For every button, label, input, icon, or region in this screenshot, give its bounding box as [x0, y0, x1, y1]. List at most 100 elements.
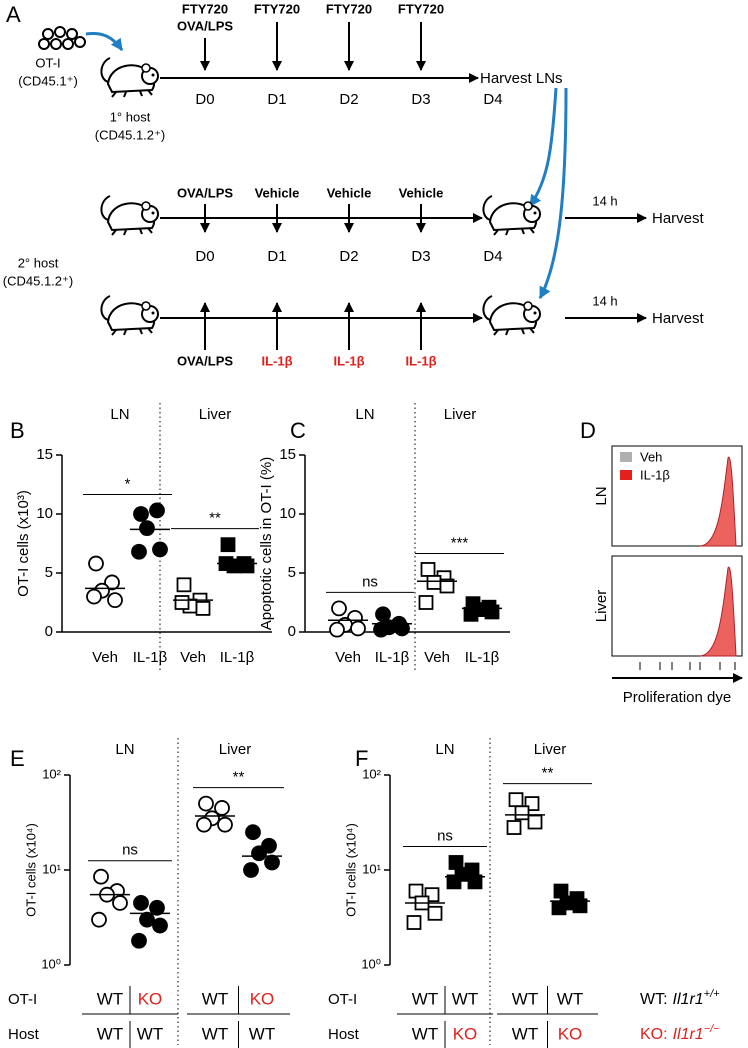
data-point [330, 623, 344, 637]
x-tick-label: Veh [180, 649, 206, 666]
y-tick-label: 5 [45, 564, 53, 581]
note-part: KO: [640, 1026, 668, 1043]
table-cell: KO [138, 989, 163, 1008]
treatment-label: Vehicle [327, 185, 372, 200]
mouse-icon [483, 296, 540, 335]
data-point [140, 521, 154, 535]
data-point [94, 870, 108, 884]
table-cell: KO [250, 989, 275, 1008]
group-label: LN [115, 741, 134, 758]
data-point [113, 896, 127, 910]
y-axis-label: OT-I cells (x10³) [15, 490, 32, 597]
significance-label: ns [122, 842, 138, 859]
day-label: D4 [483, 248, 502, 265]
data-point [153, 919, 167, 933]
treatment-label: IL-1β [261, 353, 292, 368]
table-row-label: OT-I [328, 991, 357, 1008]
treatment-label: Vehicle [399, 185, 444, 200]
significance-label: ns [362, 573, 378, 590]
data-point [199, 797, 213, 811]
x-tick-label: IL-1β [133, 649, 168, 666]
day-label: D3 [411, 248, 430, 265]
y-tick-label: 15 [36, 446, 53, 463]
treatment-label: IL-1β [405, 353, 436, 368]
data-point [252, 846, 266, 860]
treatment-label: OVA/LPS [177, 353, 233, 368]
drug-label: FTY720 [254, 1, 300, 16]
table-row-label: Host [8, 1026, 40, 1043]
legend-label: IL-1β [640, 467, 670, 482]
x-tick-label: IL-1β [375, 649, 410, 666]
significance-label: ** [542, 765, 554, 782]
day-label: D0 [195, 91, 214, 108]
treatment-label: OVA/LPS [177, 185, 233, 200]
row-label: Liver [593, 590, 610, 623]
data-point [92, 913, 106, 927]
legend-swatch [620, 470, 632, 480]
treatment-label: Vehicle [255, 185, 300, 200]
data-point [376, 607, 390, 621]
drug-label: FTY720 [326, 1, 372, 16]
data-point [332, 601, 346, 615]
data-point [153, 542, 167, 556]
day-label: D2 [339, 248, 358, 265]
group-label: LN [355, 406, 374, 423]
significance-label: ** [233, 769, 245, 786]
y-tick-label: 0 [288, 623, 296, 640]
y-axis-label: OT-I cells (x10⁴) [23, 823, 38, 917]
note-part: Il1r1 [673, 1026, 704, 1043]
data-point [510, 793, 523, 806]
significance-label: ns [437, 827, 453, 844]
row-label: LN [593, 486, 610, 505]
data-point [150, 503, 164, 517]
data-point [429, 907, 442, 920]
panel-letter: B [10, 418, 25, 443]
group-label: LN [110, 406, 129, 423]
x-tick-label: Veh [335, 649, 361, 666]
data-point [351, 621, 365, 635]
x-tick-label: Veh [424, 649, 450, 666]
data-point [87, 590, 101, 604]
table-cell: WT [97, 1024, 123, 1043]
data-point [244, 863, 258, 877]
data-point [134, 507, 148, 521]
data-point [420, 596, 433, 609]
day-label: D1 [267, 248, 286, 265]
table-row-label: OT-I [8, 991, 37, 1008]
day-label: D0 [195, 248, 214, 265]
table-cell: WT [557, 989, 583, 1008]
table-cell: WT [512, 1024, 538, 1043]
x-tick-label: Veh [92, 649, 118, 666]
harvest: Harvest LNs [480, 70, 563, 87]
x-tick-label: IL-1β [220, 649, 255, 666]
table-cell: WT [452, 989, 478, 1008]
donor-name: OT-I [35, 55, 60, 70]
note-part: −/− [704, 1023, 720, 1035]
data-point [197, 602, 210, 615]
day-label: D3 [411, 91, 430, 108]
harvest: Harvest [652, 210, 705, 227]
group-label: Liver [199, 406, 232, 423]
panel-letter: A [6, 2, 21, 27]
antigen-label: OVA/LPS [177, 18, 233, 33]
x-axis-label: Proliferation dye [623, 689, 731, 706]
table-row-label: Host [328, 1026, 360, 1043]
day-label: D1 [267, 91, 286, 108]
panel-letter: D [580, 418, 596, 443]
table-cell: WT [412, 1024, 438, 1043]
data-point [134, 896, 148, 910]
histogram [700, 457, 736, 546]
host-marker: (CD45.1.2⁺) [95, 127, 165, 142]
day-label: D2 [339, 91, 358, 108]
mouse-icon [101, 58, 158, 97]
data-point [486, 605, 499, 618]
table-cell: WT [512, 989, 538, 1008]
table-cell: WT [412, 989, 438, 1008]
mouse-icon [101, 196, 158, 235]
data-point [508, 821, 521, 834]
y-tick-label: 10² [42, 766, 61, 781]
group-label: LN [435, 741, 454, 758]
host-name: 2° host [18, 255, 59, 270]
data-point [374, 623, 388, 637]
